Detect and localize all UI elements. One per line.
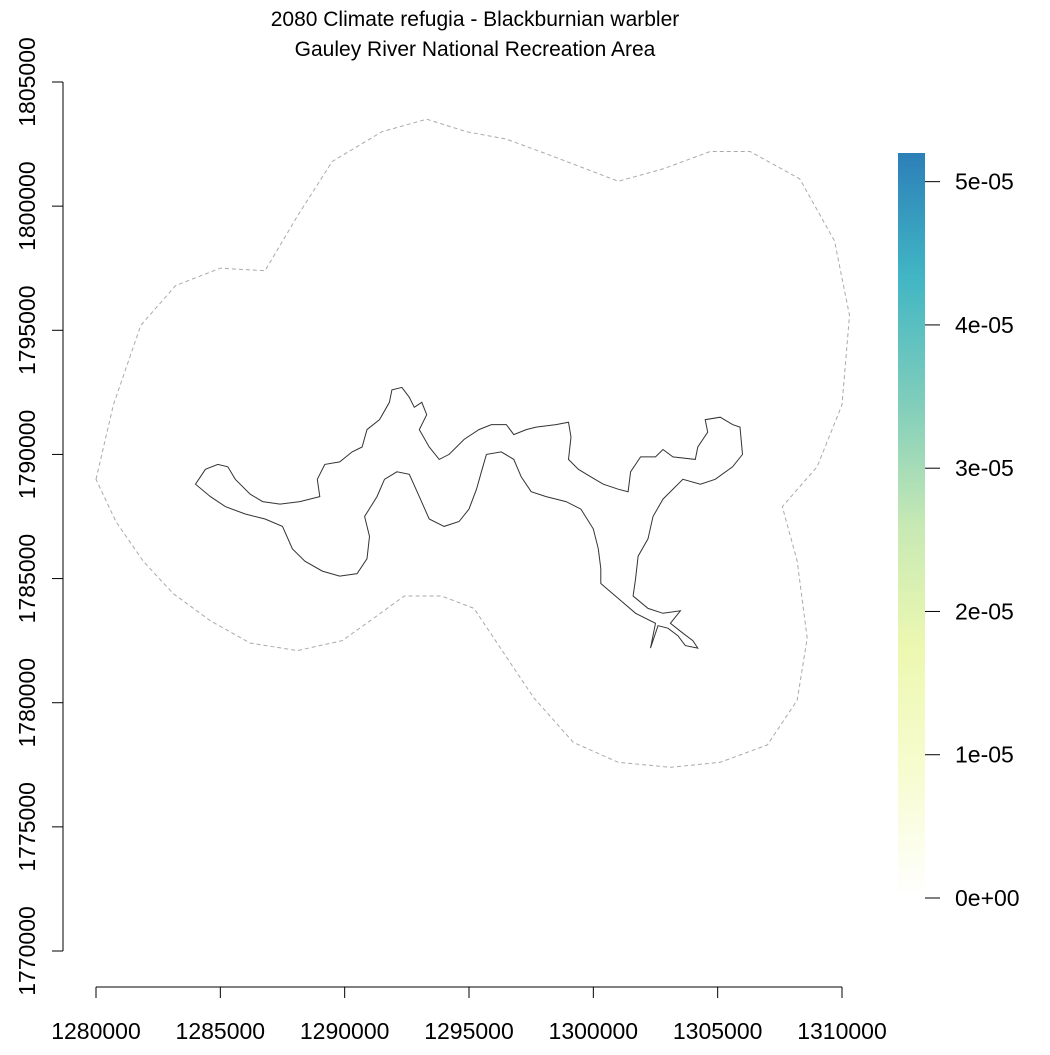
x-tick-label: 1285000 xyxy=(176,1018,266,1044)
map-subtitle: Gauley River National Recreation Area xyxy=(295,38,656,61)
y-tick-label: 1785000 xyxy=(14,534,40,624)
x-tick-label: 1305000 xyxy=(673,1018,763,1044)
x-tick-label: 1300000 xyxy=(549,1018,639,1044)
map-title: 2080 Climate refugia - Blackburnian warb… xyxy=(271,8,680,31)
color-legend: 0e+00 1e-05 2e-05 3e-05 4e-05 5e-05 xyxy=(898,153,1020,911)
y-tick-label: 1790000 xyxy=(14,410,40,500)
y-tick-label: 1795000 xyxy=(14,286,40,376)
y-tick-label: 1800000 xyxy=(14,161,40,251)
y-tick-label: 1805000 xyxy=(14,37,40,127)
y-tick-label: 1770000 xyxy=(14,906,40,996)
x-tick-label: 1310000 xyxy=(797,1018,887,1044)
legend-color-bar xyxy=(898,153,925,898)
x-tick-label: 1290000 xyxy=(300,1018,390,1044)
legend-tick-label: 3e-05 xyxy=(955,455,1014,481)
legend-tick-label: 5e-05 xyxy=(955,169,1014,195)
y-tick-label: 1780000 xyxy=(14,658,40,748)
legend-ticks: 0e+00 1e-05 2e-05 3e-05 4e-05 5e-05 xyxy=(925,169,1020,911)
x-tick-label: 1295000 xyxy=(424,1018,514,1044)
legend-tick-label: 0e+00 xyxy=(955,885,1020,911)
buffer-boundary xyxy=(95,118,851,768)
park-boundary xyxy=(194,386,744,649)
legend-tick-label: 4e-05 xyxy=(955,312,1014,338)
y-axis: 1770000 1775000 1780000 1785000 1790000 17950… xyxy=(14,37,64,996)
y-tick-label: 1775000 xyxy=(14,782,40,872)
x-tick-label: 1280000 xyxy=(51,1018,141,1044)
legend-tick-label: 2e-05 xyxy=(955,598,1014,624)
map-layer xyxy=(95,118,851,768)
legend-tick-label: 1e-05 xyxy=(955,742,1014,768)
x-axis: 1280000 1285000 1290000 1295000 1300000 13050… xyxy=(51,986,887,1044)
